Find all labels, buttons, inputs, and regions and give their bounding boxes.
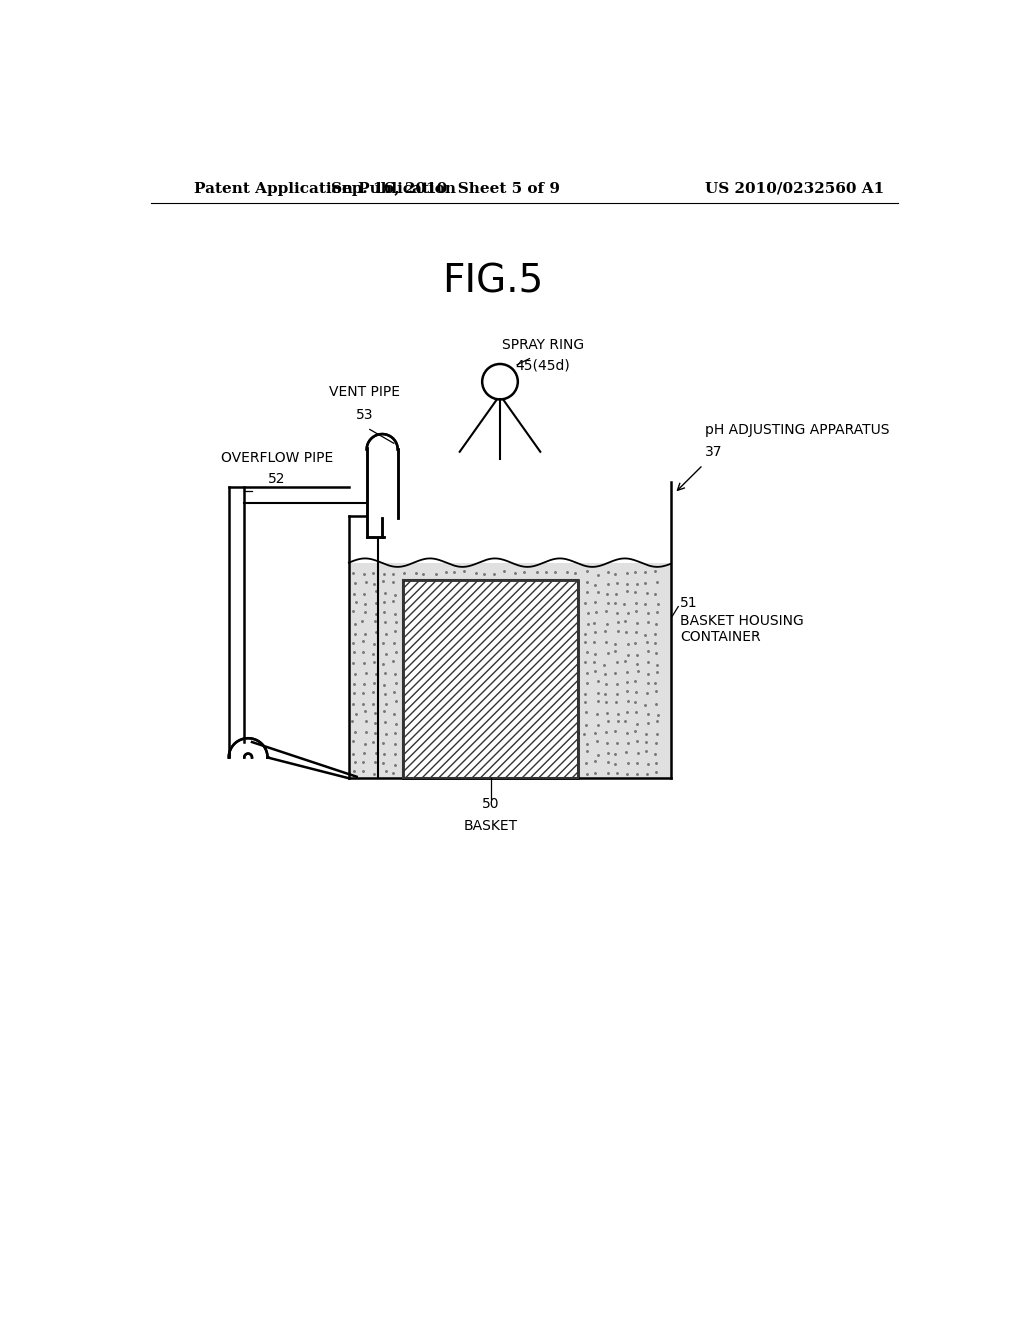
Text: OVERFLOW PIPE: OVERFLOW PIPE xyxy=(221,451,333,465)
Text: 37: 37 xyxy=(706,445,723,459)
Bar xyxy=(228,487,245,758)
Bar xyxy=(367,450,397,537)
Text: BASKET HOUSING
CONTAINER: BASKET HOUSING CONTAINER xyxy=(680,614,804,644)
Text: Patent Application Publication: Patent Application Publication xyxy=(194,182,456,195)
Text: BASKET: BASKET xyxy=(464,818,518,833)
Text: 51: 51 xyxy=(680,595,697,610)
Text: VENT PIPE: VENT PIPE xyxy=(329,384,400,399)
Bar xyxy=(252,739,267,758)
Text: Sep. 16, 2010  Sheet 5 of 9: Sep. 16, 2010 Sheet 5 of 9 xyxy=(331,182,560,195)
Text: US 2010/0232560 A1: US 2010/0232560 A1 xyxy=(705,182,884,195)
Polygon shape xyxy=(228,738,267,758)
Text: 52: 52 xyxy=(268,471,286,486)
Text: FIG.5: FIG.5 xyxy=(441,263,543,301)
Bar xyxy=(349,562,671,779)
Text: 45(45d): 45(45d) xyxy=(515,359,570,372)
Bar xyxy=(403,581,578,779)
Text: 53: 53 xyxy=(355,408,373,422)
Text: 50: 50 xyxy=(482,797,500,812)
Bar xyxy=(403,581,578,779)
Text: SPRAY RING: SPRAY RING xyxy=(502,338,584,352)
Text: pH ADJUSTING APPARATUS: pH ADJUSTING APPARATUS xyxy=(706,424,890,437)
